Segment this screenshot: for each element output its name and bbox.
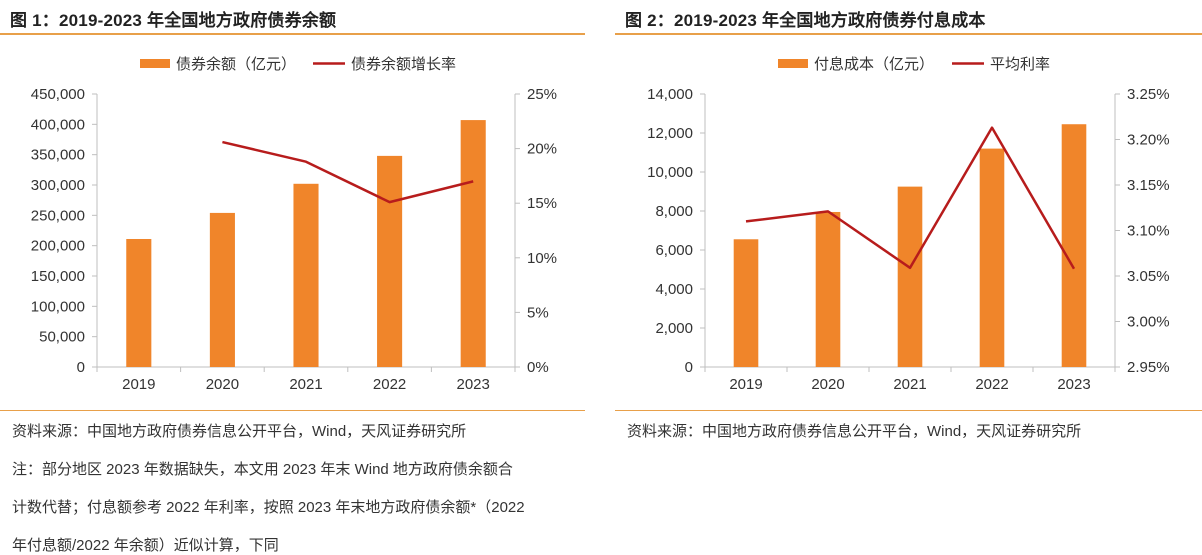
y2-tick-label: 25% xyxy=(527,86,557,103)
y-tick-label: 4,000 xyxy=(655,281,693,298)
y2-tick-label: 3.15% xyxy=(1127,177,1170,194)
rate-line xyxy=(745,126,1076,270)
legend-label-bar: 债券余额（亿元） xyxy=(176,55,296,73)
y2-tick-label: 2.95% xyxy=(1127,359,1170,376)
bar-2020 xyxy=(209,212,235,367)
y-tick-label: 14,000 xyxy=(647,86,693,103)
x-tick-label: 2021 xyxy=(893,376,926,393)
y2-tick-label: 15% xyxy=(527,195,557,212)
balance-chart: 债券余额（亿元） 债券余额增长率 0 50,000 100,000 150,000 200,… xyxy=(31,55,557,393)
x-tick-label: 2022 xyxy=(373,376,406,393)
y-tick-label: 450,000 xyxy=(31,86,85,103)
legend-label-line: 债券余额增长率 xyxy=(351,55,456,73)
source-text: 资料来源：中国地方政府债券信息公开平台，Wind，天风证券研究所 xyxy=(627,423,1082,440)
figure-title: 图 2：2019-2023 年全国地方政府债券付息成本 xyxy=(625,11,986,30)
y2-tick-label: 3.25% xyxy=(1127,86,1170,103)
legend-swatch-bar xyxy=(140,59,170,68)
legend-label-line: 平均利率 xyxy=(990,56,1050,73)
x-tick-label: 2019 xyxy=(122,376,155,393)
x-tick-label: 2022 xyxy=(975,376,1008,393)
x-tick-label: 2020 xyxy=(206,376,239,393)
bar-2023 xyxy=(460,120,486,367)
bar-2019 xyxy=(733,239,759,367)
source-text: 资料来源：中国地方政府债券信息公开平台，Wind，天风证券研究所 xyxy=(12,423,467,440)
y-tick-label: 100,000 xyxy=(31,298,85,315)
bar-2021 xyxy=(897,186,923,367)
bar-2020 xyxy=(815,211,841,367)
bar-2022 xyxy=(979,148,1005,367)
figure-title: 图 1：2019-2023 年全国地方政府债券余额 xyxy=(10,11,337,30)
y-tick-label: 400,000 xyxy=(31,116,85,133)
bar-2023 xyxy=(1061,124,1087,367)
rate-line xyxy=(222,140,474,204)
y2-tick-label: 20% xyxy=(527,141,557,158)
y2-tick-label: 3.20% xyxy=(1127,132,1170,149)
y2-tick-label: 3.00% xyxy=(1127,314,1170,331)
note-line: 计数代替；付息额参考 2022 年利率，按照 2023 年末地方政府债余额*（2… xyxy=(12,499,525,516)
y2-tick-label: 0% xyxy=(527,359,549,376)
y-tick-label: 50,000 xyxy=(39,329,85,346)
x-tick-label: 2023 xyxy=(1057,376,1090,393)
y-tick-label: 0 xyxy=(77,359,85,376)
chart-legend: 债券余额（亿元） 债券余额增长率 xyxy=(140,55,456,73)
legend-swatch-bar xyxy=(778,59,808,68)
y-tick-label: 200,000 xyxy=(31,238,85,255)
y-tick-label: 300,000 xyxy=(31,177,85,194)
x-tick-label: 2023 xyxy=(457,376,490,393)
bar-2022 xyxy=(377,155,403,367)
y2-tick-label: 3.05% xyxy=(1127,268,1170,285)
source-rule xyxy=(0,410,585,411)
source-rule xyxy=(615,410,1202,411)
title-rule xyxy=(0,33,585,35)
chart-legend: 付息成本（亿元） 平均利率 xyxy=(778,56,1050,73)
bar-2019 xyxy=(126,238,152,367)
y-tick-label: 350,000 xyxy=(31,147,85,164)
x-tick-label: 2021 xyxy=(289,376,322,393)
y2-tick-label: 3.10% xyxy=(1127,223,1170,240)
y-tick-label: 12,000 xyxy=(647,125,693,142)
title-rule xyxy=(615,33,1202,35)
y-tick-label: 250,000 xyxy=(31,207,85,224)
y-tick-label: 150,000 xyxy=(31,268,85,285)
interest-cost-chart: 付息成本（亿元） 平均利率 0 2,000 4,000 6,000 8,000 10,000 1… xyxy=(647,56,1170,393)
legend-label-bar: 付息成本（亿元） xyxy=(814,56,934,73)
note-line: 注：部分地区 2023 年数据缺失，本文用 2023 年末 Wind 地方政府债… xyxy=(12,461,513,478)
bar-2021 xyxy=(293,183,319,367)
y-tick-label: 2,000 xyxy=(655,320,693,337)
note-line: 年付息额/2022 年余额）近似计算，下同 xyxy=(12,537,279,554)
x-tick-label: 2020 xyxy=(811,376,844,393)
y-tick-label: 6,000 xyxy=(655,242,693,259)
y2-tick-label: 10% xyxy=(527,250,557,267)
y-tick-label: 0 xyxy=(685,359,693,376)
y-tick-label: 10,000 xyxy=(647,164,693,181)
y2-tick-label: 5% xyxy=(527,304,549,321)
x-tick-label: 2019 xyxy=(729,376,762,393)
y-tick-label: 8,000 xyxy=(655,203,693,220)
